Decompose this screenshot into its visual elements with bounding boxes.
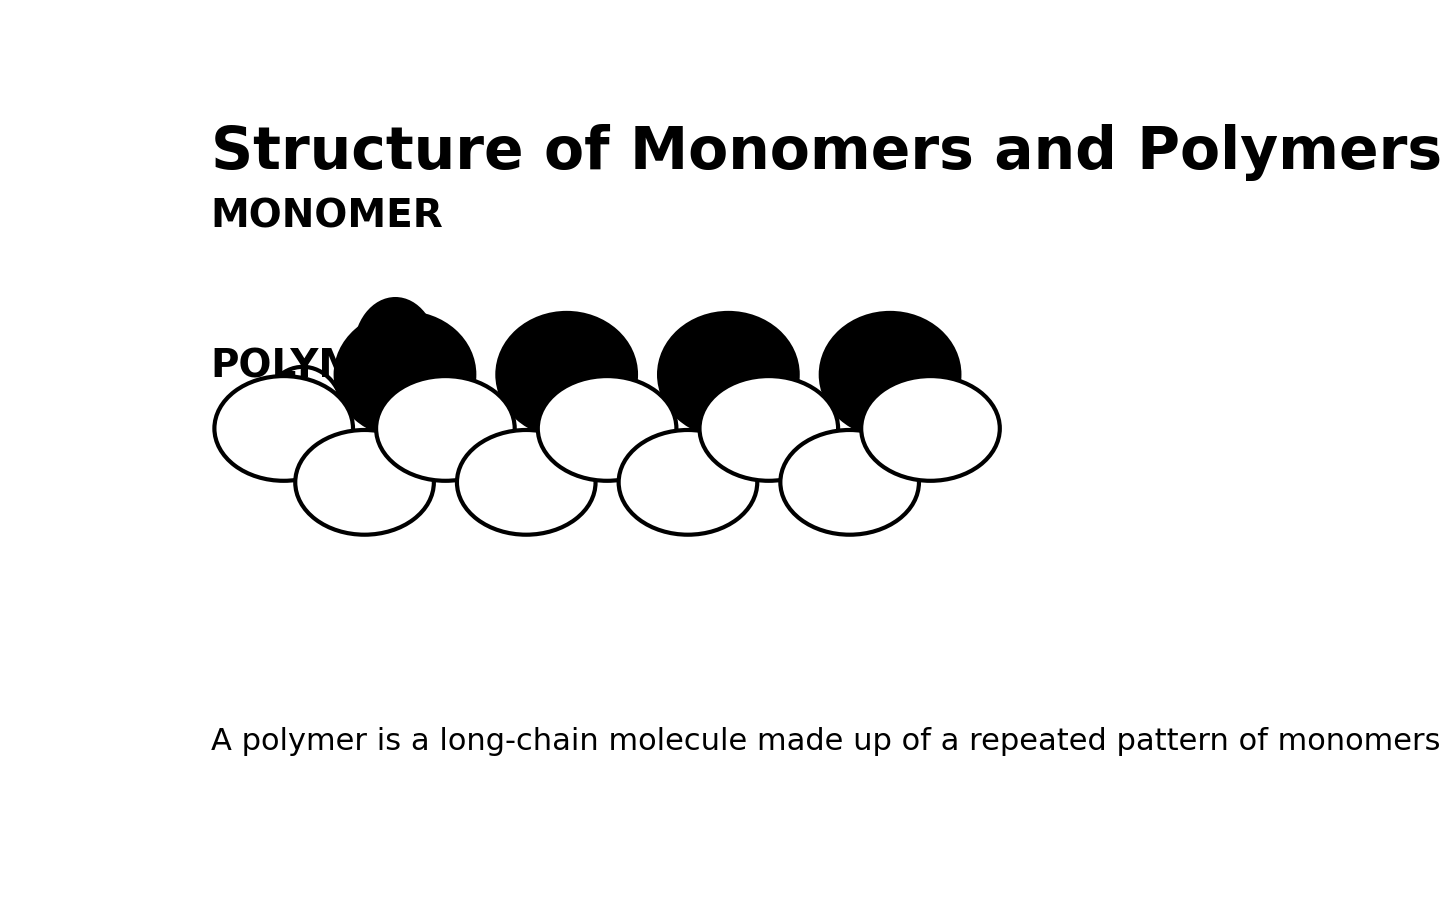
Text: MONOMER: MONOMER xyxy=(210,197,444,235)
Text: POLYMER: POLYMER xyxy=(210,348,415,386)
Ellipse shape xyxy=(215,376,353,481)
Ellipse shape xyxy=(456,430,596,534)
Ellipse shape xyxy=(861,376,999,481)
Ellipse shape xyxy=(821,313,959,436)
Ellipse shape xyxy=(336,313,474,436)
Ellipse shape xyxy=(619,430,757,534)
Ellipse shape xyxy=(497,313,636,436)
Ellipse shape xyxy=(660,313,798,436)
Text: A monomer is a small molecule.: A monomer is a small molecule. xyxy=(491,391,981,420)
Ellipse shape xyxy=(700,376,838,481)
Ellipse shape xyxy=(324,387,405,478)
Ellipse shape xyxy=(780,430,919,534)
Ellipse shape xyxy=(264,367,343,460)
Ellipse shape xyxy=(537,376,677,481)
Ellipse shape xyxy=(376,376,514,481)
Text: Structure of Monomers and Polymers: Structure of Monomers and Polymers xyxy=(210,124,1440,181)
Text: A polymer is a long-chain molecule made up of a repeated pattern of monomers.: A polymer is a long-chain molecule made … xyxy=(210,727,1440,756)
Ellipse shape xyxy=(356,299,435,404)
Ellipse shape xyxy=(295,430,433,534)
